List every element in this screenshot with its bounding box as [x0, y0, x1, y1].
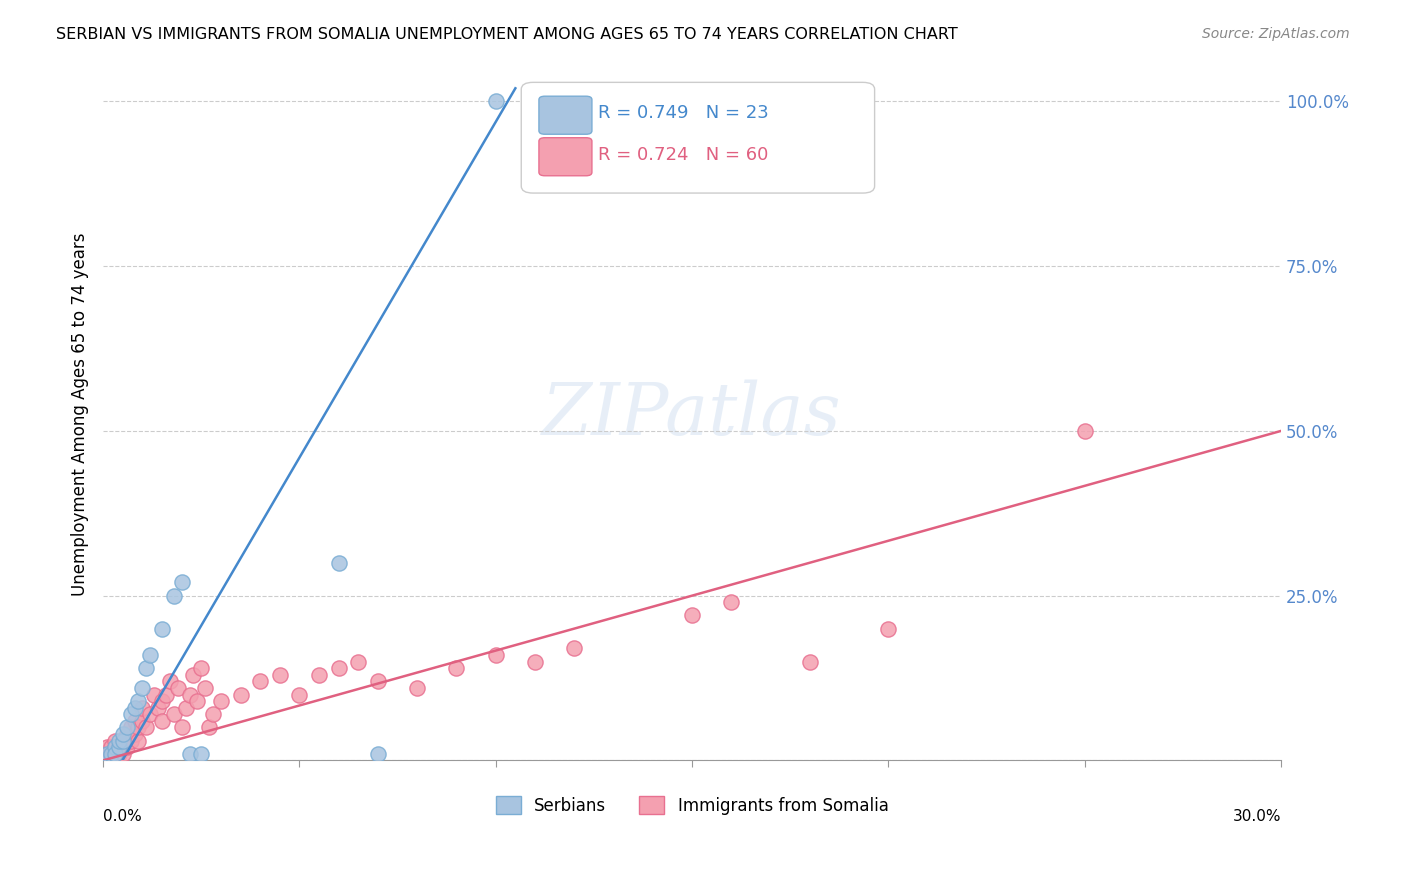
- Point: [269, 667, 291, 681]
- Point: [127, 694, 149, 708]
- Point: [202, 707, 225, 722]
- Point: [249, 674, 271, 689]
- Point: [96, 747, 118, 761]
- Point: [96, 740, 118, 755]
- Point: [108, 733, 131, 747]
- Text: 30.0%: 30.0%: [1233, 809, 1281, 824]
- Point: [139, 648, 162, 662]
- Point: [104, 747, 127, 761]
- Point: [347, 655, 370, 669]
- Point: [406, 681, 429, 695]
- Point: [131, 700, 153, 714]
- Point: [135, 661, 157, 675]
- Point: [308, 667, 330, 681]
- Point: [155, 688, 177, 702]
- Text: R = 0.749   N = 23: R = 0.749 N = 23: [598, 104, 769, 122]
- FancyBboxPatch shape: [538, 137, 592, 176]
- Point: [170, 721, 193, 735]
- Point: [166, 681, 188, 695]
- Point: [111, 740, 134, 755]
- Point: [209, 694, 232, 708]
- Text: R = 0.724   N = 60: R = 0.724 N = 60: [598, 146, 768, 164]
- Point: [115, 721, 138, 735]
- Point: [190, 661, 212, 675]
- Point: [120, 721, 142, 735]
- Point: [146, 700, 169, 714]
- Point: [163, 707, 186, 722]
- Y-axis label: Unemployment Among Ages 65 to 74 years: Unemployment Among Ages 65 to 74 years: [72, 233, 89, 596]
- Point: [108, 747, 131, 761]
- Point: [120, 733, 142, 747]
- Point: [183, 667, 205, 681]
- Point: [877, 622, 900, 636]
- Point: [108, 740, 131, 755]
- Point: [104, 740, 127, 755]
- Text: ZIPatlas: ZIPatlas: [543, 379, 842, 450]
- Point: [131, 681, 153, 695]
- Text: 0.0%: 0.0%: [103, 809, 142, 824]
- Point: [124, 700, 146, 714]
- Point: [194, 681, 217, 695]
- Point: [524, 655, 547, 669]
- Point: [104, 740, 127, 755]
- Point: [179, 688, 201, 702]
- Point: [127, 733, 149, 747]
- Point: [367, 674, 389, 689]
- Point: [190, 747, 212, 761]
- Point: [485, 95, 508, 109]
- Point: [100, 747, 122, 761]
- Point: [127, 721, 149, 735]
- Point: [108, 740, 131, 755]
- Legend: Serbians, Immigrants from Somalia: Serbians, Immigrants from Somalia: [489, 789, 896, 822]
- Point: [367, 747, 389, 761]
- Point: [562, 641, 585, 656]
- Point: [799, 655, 821, 669]
- Point: [115, 727, 138, 741]
- FancyBboxPatch shape: [522, 82, 875, 193]
- Point: [104, 733, 127, 747]
- Point: [120, 707, 142, 722]
- Point: [288, 688, 311, 702]
- Point: [131, 714, 153, 728]
- Point: [328, 556, 350, 570]
- Point: [111, 733, 134, 747]
- Point: [115, 740, 138, 755]
- Point: [150, 694, 173, 708]
- Point: [150, 622, 173, 636]
- Point: [139, 707, 162, 722]
- Point: [174, 700, 197, 714]
- Point: [198, 721, 221, 735]
- Point: [111, 727, 134, 741]
- Point: [135, 721, 157, 735]
- Point: [681, 608, 703, 623]
- Point: [485, 648, 508, 662]
- Point: [124, 727, 146, 741]
- Text: SERBIAN VS IMMIGRANTS FROM SOMALIA UNEMPLOYMENT AMONG AGES 65 TO 74 YEARS CORREL: SERBIAN VS IMMIGRANTS FROM SOMALIA UNEMP…: [56, 27, 957, 42]
- Point: [328, 661, 350, 675]
- Point: [179, 747, 201, 761]
- Text: Source: ZipAtlas.com: Source: ZipAtlas.com: [1202, 27, 1350, 41]
- Point: [720, 595, 742, 609]
- Point: [446, 661, 468, 675]
- Point: [96, 747, 118, 761]
- Point: [1073, 424, 1095, 438]
- Point: [111, 747, 134, 761]
- Point: [170, 575, 193, 590]
- Point: [186, 694, 208, 708]
- Point: [143, 688, 166, 702]
- Point: [163, 589, 186, 603]
- Point: [150, 714, 173, 728]
- Point: [111, 733, 134, 747]
- Point: [100, 740, 122, 755]
- Point: [104, 747, 127, 761]
- Point: [229, 688, 252, 702]
- Point: [124, 714, 146, 728]
- Point: [159, 674, 181, 689]
- FancyBboxPatch shape: [538, 96, 592, 135]
- Point: [100, 747, 122, 761]
